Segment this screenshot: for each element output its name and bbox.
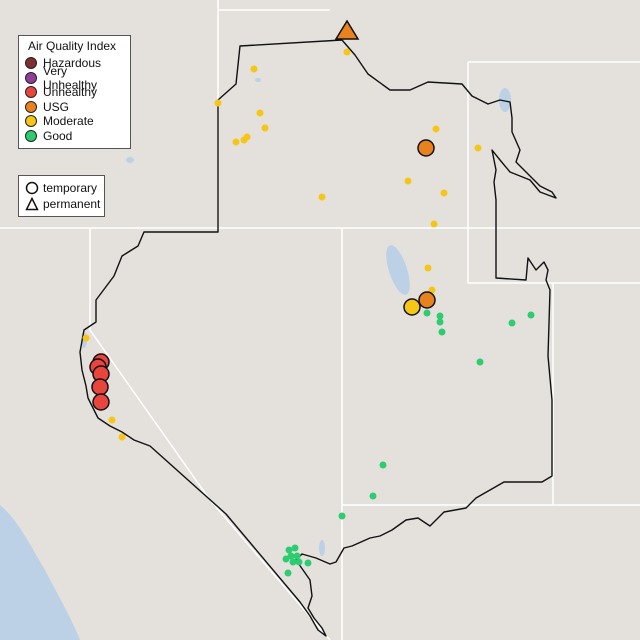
monitor-dot[interactable]	[285, 546, 293, 554]
monitor-dot[interactable]	[430, 220, 438, 228]
legend-swatch	[25, 57, 37, 70]
circle-icon	[25, 181, 39, 195]
legend-label: permanent	[43, 197, 101, 211]
good-small-dots	[282, 309, 535, 577]
monitor-dot[interactable]	[379, 461, 387, 469]
monitor-dot[interactable]	[256, 109, 264, 117]
monitor-dot[interactable]	[404, 177, 412, 185]
legend-item-good: Good	[25, 129, 124, 144]
usg-permanent-monitor[interactable]	[334, 19, 360, 40]
monitor-dot[interactable]	[118, 433, 126, 441]
great-salt-lake	[386, 245, 410, 295]
legend-label: Unhealthy	[43, 85, 98, 100]
unhealthy-monitor[interactable]	[91, 378, 109, 396]
lake-mead	[319, 540, 325, 556]
legend-label: temporary	[43, 181, 98, 195]
monitor-dot[interactable]	[289, 558, 297, 566]
legend-swatch	[25, 86, 37, 99]
legend-label: Moderate	[43, 114, 94, 129]
legend-item-moderate: Moderate	[25, 114, 124, 129]
legend-swatch	[25, 115, 37, 128]
monitor-dot[interactable]	[214, 99, 222, 107]
monitor-dot[interactable]	[232, 138, 240, 146]
monitor-dot[interactable]	[508, 319, 516, 327]
unhealthy-monitor[interactable]	[92, 393, 110, 411]
aqi-legend: Air Quality Index Hazardous Very Unhealt…	[18, 35, 131, 149]
legend-title: Air Quality Index	[28, 39, 117, 53]
legend-label: Good	[43, 128, 73, 143]
monitor-dot[interactable]	[295, 558, 303, 566]
triangle-icon	[25, 197, 39, 211]
legend-item-hazardous: Hazardous	[25, 56, 124, 71]
legend-label: USG	[43, 99, 70, 114]
legend-item-unhealthy: Unhealthy	[25, 85, 124, 100]
usg-monitor[interactable]	[418, 291, 436, 309]
monitor-dot[interactable]	[291, 544, 299, 552]
moderate-monitor[interactable]	[403, 298, 421, 316]
monitor-dot[interactable]	[527, 311, 535, 319]
yellowstone-lake	[499, 88, 511, 112]
legend-swatch	[25, 71, 37, 84]
monitor-dot[interactable]	[318, 193, 326, 201]
monitor-dot[interactable]	[440, 189, 448, 197]
legend-swatch	[25, 129, 37, 142]
large-monitors	[89, 139, 436, 411]
pacific-ocean	[0, 505, 80, 640]
monitor-dot[interactable]	[369, 492, 377, 500]
monitor-dot[interactable]	[432, 125, 440, 133]
monitor-dot[interactable]	[82, 334, 90, 342]
monitor-dot[interactable]	[284, 569, 292, 577]
monitor-dot[interactable]	[261, 124, 269, 132]
monitor-type-legend: temporary permanent	[18, 175, 105, 217]
legend-swatch	[25, 100, 37, 113]
legend-label: Hazardous	[43, 56, 102, 71]
legend-item-permanent: permanent	[25, 196, 101, 212]
lake-small-1	[126, 157, 134, 163]
legend-label: Very Unhealthy	[43, 63, 98, 92]
region-boundary	[79, 39, 557, 637]
monitor-dot[interactable]	[436, 312, 444, 320]
monitor-dot[interactable]	[476, 358, 484, 366]
monitor-dot[interactable]	[436, 318, 444, 326]
monitor-dot[interactable]	[474, 144, 482, 152]
lake-small-2	[255, 78, 261, 82]
usg-monitor[interactable]	[417, 139, 435, 157]
monitor-dot[interactable]	[243, 133, 251, 141]
monitor-dot[interactable]	[108, 416, 116, 424]
monitor-dot[interactable]	[338, 512, 346, 520]
monitor-dot[interactable]	[438, 328, 446, 336]
monitor-dot[interactable]	[293, 552, 301, 560]
monitor-dot[interactable]	[423, 309, 431, 317]
monitor-dot[interactable]	[428, 286, 436, 294]
legend-item-very-unhealthy: Very Unhealthy	[25, 64, 124, 92]
monitor-dot[interactable]	[304, 559, 312, 567]
legend-item-temporary: temporary	[25, 180, 98, 196]
monitor-dot[interactable]	[343, 48, 351, 56]
monitor-dot[interactable]	[424, 264, 432, 272]
legend-item-usg: USG	[25, 100, 124, 115]
monitor-dot[interactable]	[282, 555, 290, 563]
monitor-dot[interactable]	[250, 65, 258, 73]
moderate-small-dots	[82, 48, 482, 441]
